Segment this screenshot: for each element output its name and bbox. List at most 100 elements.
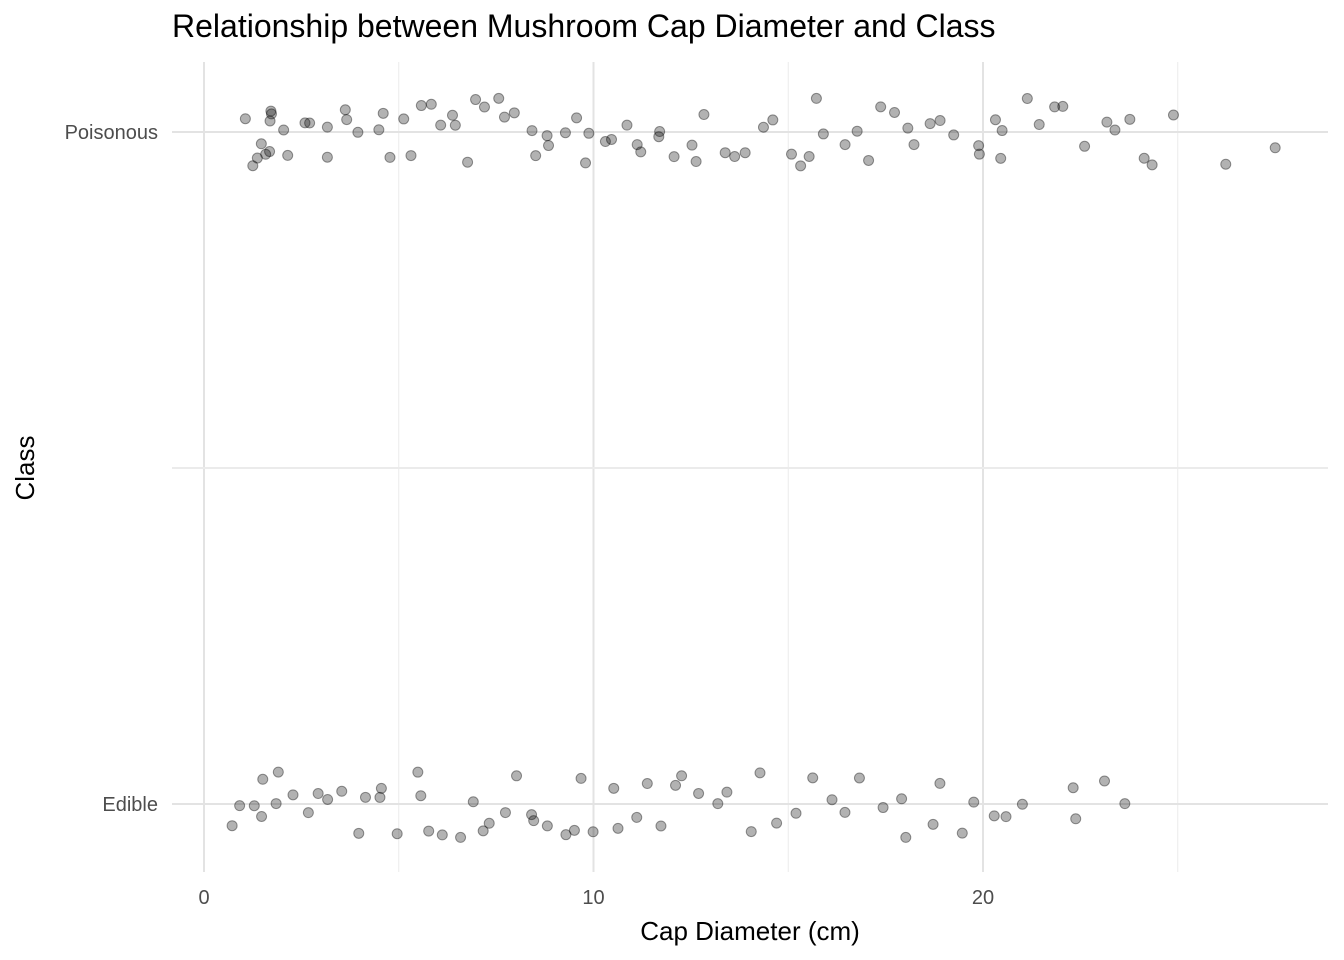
- data-point: [359, 791, 371, 803]
- data-point: [312, 788, 324, 800]
- data-point: [449, 119, 461, 131]
- chart-title: Relationship between Mushroom Cap Diamet…: [172, 8, 996, 44]
- data-point: [322, 793, 334, 805]
- data-point: [526, 809, 538, 821]
- data-point: [676, 770, 688, 782]
- data-point: [739, 147, 751, 159]
- data-point: [1000, 811, 1012, 823]
- data-point: [877, 802, 889, 814]
- data-point: [948, 129, 960, 141]
- data-point: [255, 138, 267, 150]
- data-point: [839, 139, 851, 151]
- data-point: [543, 140, 555, 152]
- data-point: [260, 148, 272, 160]
- data-point: [272, 766, 284, 778]
- data-point: [973, 140, 985, 152]
- data-point: [571, 112, 583, 124]
- data-point: [499, 807, 511, 819]
- data-point: [541, 130, 553, 142]
- data-points: [226, 92, 1281, 843]
- data-point: [851, 125, 863, 137]
- data-point: [436, 829, 448, 841]
- data-point: [302, 807, 314, 819]
- data-point: [1033, 119, 1045, 131]
- data-point: [446, 109, 458, 121]
- data-point: [934, 777, 946, 789]
- data-point: [526, 125, 538, 137]
- y-axis-title: Class: [10, 435, 40, 500]
- data-point: [719, 147, 731, 159]
- data-point: [621, 119, 633, 131]
- x-tick-label: 0: [198, 887, 209, 909]
- data-point: [690, 156, 702, 168]
- data-point: [498, 111, 510, 123]
- data-point: [934, 115, 946, 127]
- data-point: [686, 139, 698, 151]
- data-point: [530, 150, 542, 162]
- data-point: [435, 119, 447, 131]
- data-point: [839, 806, 851, 818]
- data-point: [483, 817, 495, 829]
- data-point: [568, 824, 580, 836]
- data-point: [511, 770, 523, 782]
- data-point: [1099, 775, 1111, 787]
- data-point: [377, 107, 389, 119]
- data-point: [559, 127, 571, 139]
- x-axis-title: Cap Diameter (cm): [640, 916, 860, 946]
- data-point: [608, 782, 620, 794]
- data-point: [477, 825, 489, 837]
- data-point: [321, 121, 333, 133]
- data-point: [668, 151, 680, 163]
- data-point: [927, 818, 939, 830]
- data-point: [1124, 113, 1136, 125]
- data-point: [1119, 798, 1131, 810]
- data-point: [1220, 158, 1232, 170]
- data-point: [415, 100, 427, 112]
- data-point: [988, 810, 1000, 822]
- data-point: [462, 156, 474, 168]
- data-point: [1269, 142, 1281, 154]
- data-point: [900, 831, 912, 843]
- data-point: [580, 157, 592, 169]
- data-point: [391, 828, 403, 840]
- data-point: [1101, 116, 1113, 128]
- data-point: [583, 127, 595, 139]
- data-point: [956, 827, 968, 839]
- data-point: [599, 136, 611, 148]
- data-point: [631, 811, 643, 823]
- data-point: [508, 107, 520, 119]
- data-point: [908, 139, 920, 151]
- data-point: [257, 773, 269, 785]
- data-point: [995, 152, 1007, 164]
- data-point: [493, 92, 505, 104]
- x-tick-label: 10: [582, 887, 604, 909]
- data-point: [653, 131, 665, 143]
- data-point: [635, 146, 647, 158]
- data-point: [902, 122, 914, 134]
- data-point: [1079, 140, 1091, 152]
- data-point: [265, 105, 277, 117]
- data-point: [754, 767, 766, 779]
- data-point: [771, 817, 783, 829]
- data-point: [924, 118, 936, 130]
- data-point: [425, 98, 437, 110]
- data-point: [785, 148, 797, 160]
- data-point: [423, 825, 435, 837]
- data-point: [374, 791, 386, 803]
- data-point: [541, 820, 553, 832]
- data-point: [247, 160, 259, 172]
- data-point: [587, 826, 599, 838]
- y-tick-label: Edible: [102, 794, 158, 816]
- data-point: [698, 109, 710, 121]
- data-point: [412, 766, 424, 778]
- data-point: [264, 115, 276, 127]
- data-point: [810, 92, 822, 104]
- data-point: [757, 121, 769, 133]
- data-point: [405, 150, 417, 162]
- data-point: [1057, 100, 1069, 112]
- data-point: [875, 101, 887, 113]
- data-point: [287, 789, 299, 801]
- x-tick-label: 20: [972, 887, 994, 909]
- data-point: [968, 796, 980, 808]
- data-point: [745, 826, 757, 838]
